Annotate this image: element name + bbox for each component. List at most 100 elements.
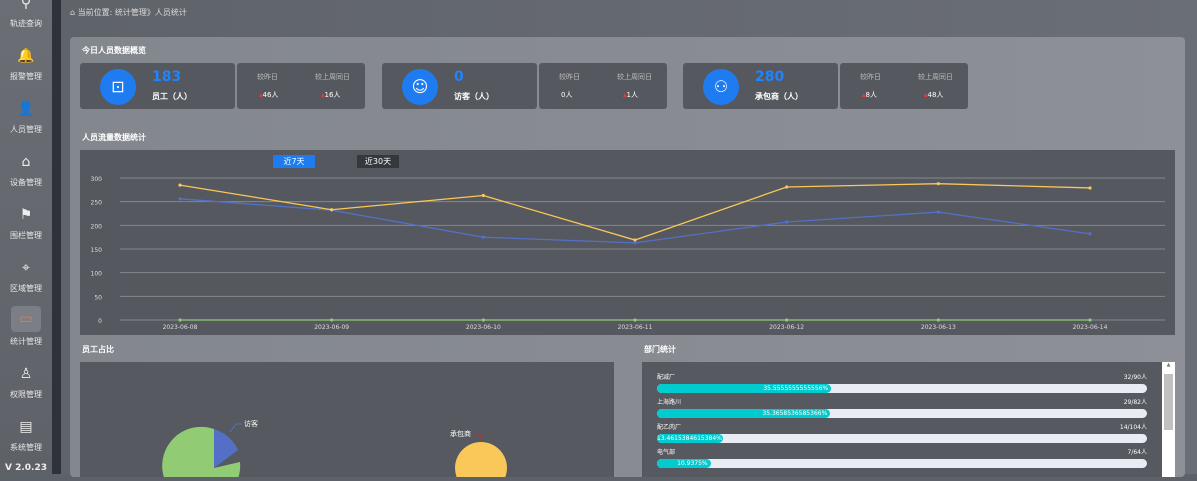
badge-icon: ⊡ [100, 69, 136, 105]
data-point[interactable] [936, 318, 940, 322]
y-tick-label: 150 [91, 247, 103, 254]
data-point[interactable] [785, 318, 789, 322]
dept-list[interactable]: 配减厂 32/90人 35.5555555555556% 上海路川 29/82人… [642, 362, 1162, 477]
overview-compare: 较昨日 较上周同日 ▴46人 ▴16人 [237, 63, 365, 109]
overview-card: ⚇ 280 承包商（人） [683, 63, 838, 109]
data-point[interactable] [1088, 232, 1092, 236]
sidebar-item-2[interactable]: 👤 人员管理 [0, 98, 52, 135]
y-tick-label: 0 [98, 318, 102, 325]
sidebar-item-label: 权限管理 [10, 390, 42, 399]
dept-progress-bar: 35.5555555555556% [657, 384, 1147, 393]
sidebar-item-label: 区域管理 [10, 284, 42, 293]
fence-icon: ⚑ [19, 207, 33, 223]
overview-card: ⊡ 183 员工（人） [80, 63, 235, 109]
group-icon: ⚇ [703, 69, 739, 105]
trend-chart: 近7天 近30天 0 50 100 150 200 250 300 2023-06-08 202… [80, 150, 1175, 335]
dept-progress-bar: 13.4615384615384% [657, 434, 1147, 443]
sidebar-item-6[interactable]: ▭ 统计管理 [0, 306, 52, 347]
breadcrumb: ⌂ 当前位置: 统计管理》人员统计 [70, 8, 187, 17]
dept-title: 部门统计 [644, 345, 676, 354]
sidebar-item-label: 系统管理 [10, 443, 42, 452]
data-point[interactable] [481, 235, 485, 239]
data-point[interactable] [330, 318, 334, 322]
visitor-icon: ☺ [402, 69, 438, 105]
sidebar-item-1[interactable]: 🔔 报警管理 [0, 45, 52, 82]
data-point[interactable] [785, 220, 789, 224]
data-point[interactable] [633, 238, 637, 242]
data-point[interactable] [1088, 186, 1092, 190]
data-point[interactable] [330, 208, 334, 212]
statistics-panel: 今日人员数据概览 ⊡ 183 员工（人） 较昨日 较上周同日 ▴46人 ▴16人… [70, 37, 1185, 481]
trend-title: 人员流量数据统计 [82, 133, 146, 142]
dept-progress-fill: 13.4615384615384% [657, 434, 723, 443]
alarm-icon: 🔔 [17, 48, 35, 64]
card-label: 访客（人） [454, 92, 494, 101]
y-tick-label: 50 [94, 294, 102, 301]
dept-scrollbar[interactable]: ▲ [1162, 362, 1175, 477]
dept-progress-bar: 10.9375% [657, 459, 1147, 468]
x-tick-label: 2023-06-14 [1073, 324, 1108, 331]
main-content: ⌂ 当前位置: 统计管理》人员统计 今日人员数据概览 ⊡ 183 员工（人） 较… [61, 0, 1197, 481]
map-pin-icon: ⌖ [22, 260, 30, 276]
data-point[interactable] [936, 210, 940, 214]
series-line-2 [179, 183, 1091, 241]
pie-slice-contractor [455, 442, 507, 481]
user-list-icon: 👤 [17, 101, 35, 117]
sidebar-item-label: 人员管理 [10, 125, 42, 134]
tab-7-days[interactable]: 近7天 [273, 155, 315, 168]
sidebar-item-3[interactable]: ⌂ 设备管理 [0, 151, 52, 188]
data-point[interactable] [178, 318, 182, 322]
up-arrow-icon: ▴ [321, 91, 325, 99]
data-point[interactable] [481, 193, 485, 198]
scroll-up-icon[interactable]: ▲ [1166, 362, 1171, 368]
dept-progress-fill: 10.9375% [657, 459, 711, 468]
pie-right-label: 承包商 [450, 429, 471, 438]
sidebar-item-label: 设备管理 [10, 178, 42, 187]
line-chart: 0 50 100 150 200 250 300 2023-06-08 2023-06-09 20… [91, 176, 1165, 331]
monitor-icon: ▭ [11, 306, 41, 332]
pie-svg: 访客 承包商 [162, 419, 507, 481]
card-value: 183 [152, 69, 182, 85]
dept-item: 电气部 7/64人 10.9375% [657, 449, 1147, 468]
home-icon[interactable]: ⌂ [70, 8, 76, 17]
pie-charts: 访客 承包商 [80, 362, 614, 481]
x-tick-label: 2023-06-08 [163, 324, 198, 331]
y-tick-label: 250 [91, 200, 103, 207]
data-point[interactable] [1088, 318, 1092, 322]
y-tick-label: 300 [91, 176, 103, 183]
up-arrow-icon: ▴ [259, 91, 263, 99]
x-tick-label: 2023-06-10 [466, 324, 501, 331]
data-point[interactable] [481, 318, 485, 322]
card-label: 员工（人） [152, 92, 192, 101]
sidebar-item-4[interactable]: ⚑ 围栏管理 [0, 204, 52, 241]
dept-progress-fill: 35.5555555555556% [657, 384, 832, 393]
y-tick-label: 100 [91, 271, 103, 278]
tab-30-days[interactable]: 近30天 [357, 155, 399, 168]
card-value: 0 [454, 69, 464, 85]
sidebar-item-7[interactable]: ♙ 权限管理 [0, 363, 52, 400]
dept-item: 配乙肉厂 14/104人 13.4615384615384% [657, 424, 1147, 443]
x-tick-label: 2023-06-13 [921, 324, 956, 331]
pie-left-label: 访客 [244, 419, 258, 428]
sidebar-item-5[interactable]: ⌖ 区域管理 [0, 257, 52, 294]
data-point[interactable] [178, 183, 182, 187]
data-point[interactable] [785, 185, 789, 189]
sidebar-item-0[interactable]: ⚲ 轨迹查询 [0, 0, 52, 29]
sidebar-item-8[interactable]: ▤ 系统管理 [0, 416, 52, 453]
sidebar-divider [52, 0, 61, 474]
version-label: V 2.0.23 [5, 463, 47, 473]
breadcrumb-parent[interactable]: 统计管理》 [114, 8, 155, 17]
overview-compare: 较昨日 较上周同日 0人 ▴1人 [539, 63, 667, 109]
permission-icon: ♙ [19, 366, 33, 382]
overview-compare: 较昨日 较上周同日 ▴8人 ▴48人 [840, 63, 968, 109]
sidebar-item-label: 围栏管理 [10, 231, 42, 240]
overview-card: ☺ 0 访客（人） [382, 63, 537, 109]
data-point[interactable] [633, 318, 637, 322]
data-point[interactable] [936, 182, 940, 186]
data-point[interactable] [633, 241, 637, 245]
scroll-thumb[interactable] [1164, 374, 1173, 430]
y-tick-label: 200 [91, 223, 103, 230]
data-point[interactable] [178, 197, 182, 201]
device-icon: ⌂ [21, 154, 31, 170]
sidebar [0, 0, 52, 474]
